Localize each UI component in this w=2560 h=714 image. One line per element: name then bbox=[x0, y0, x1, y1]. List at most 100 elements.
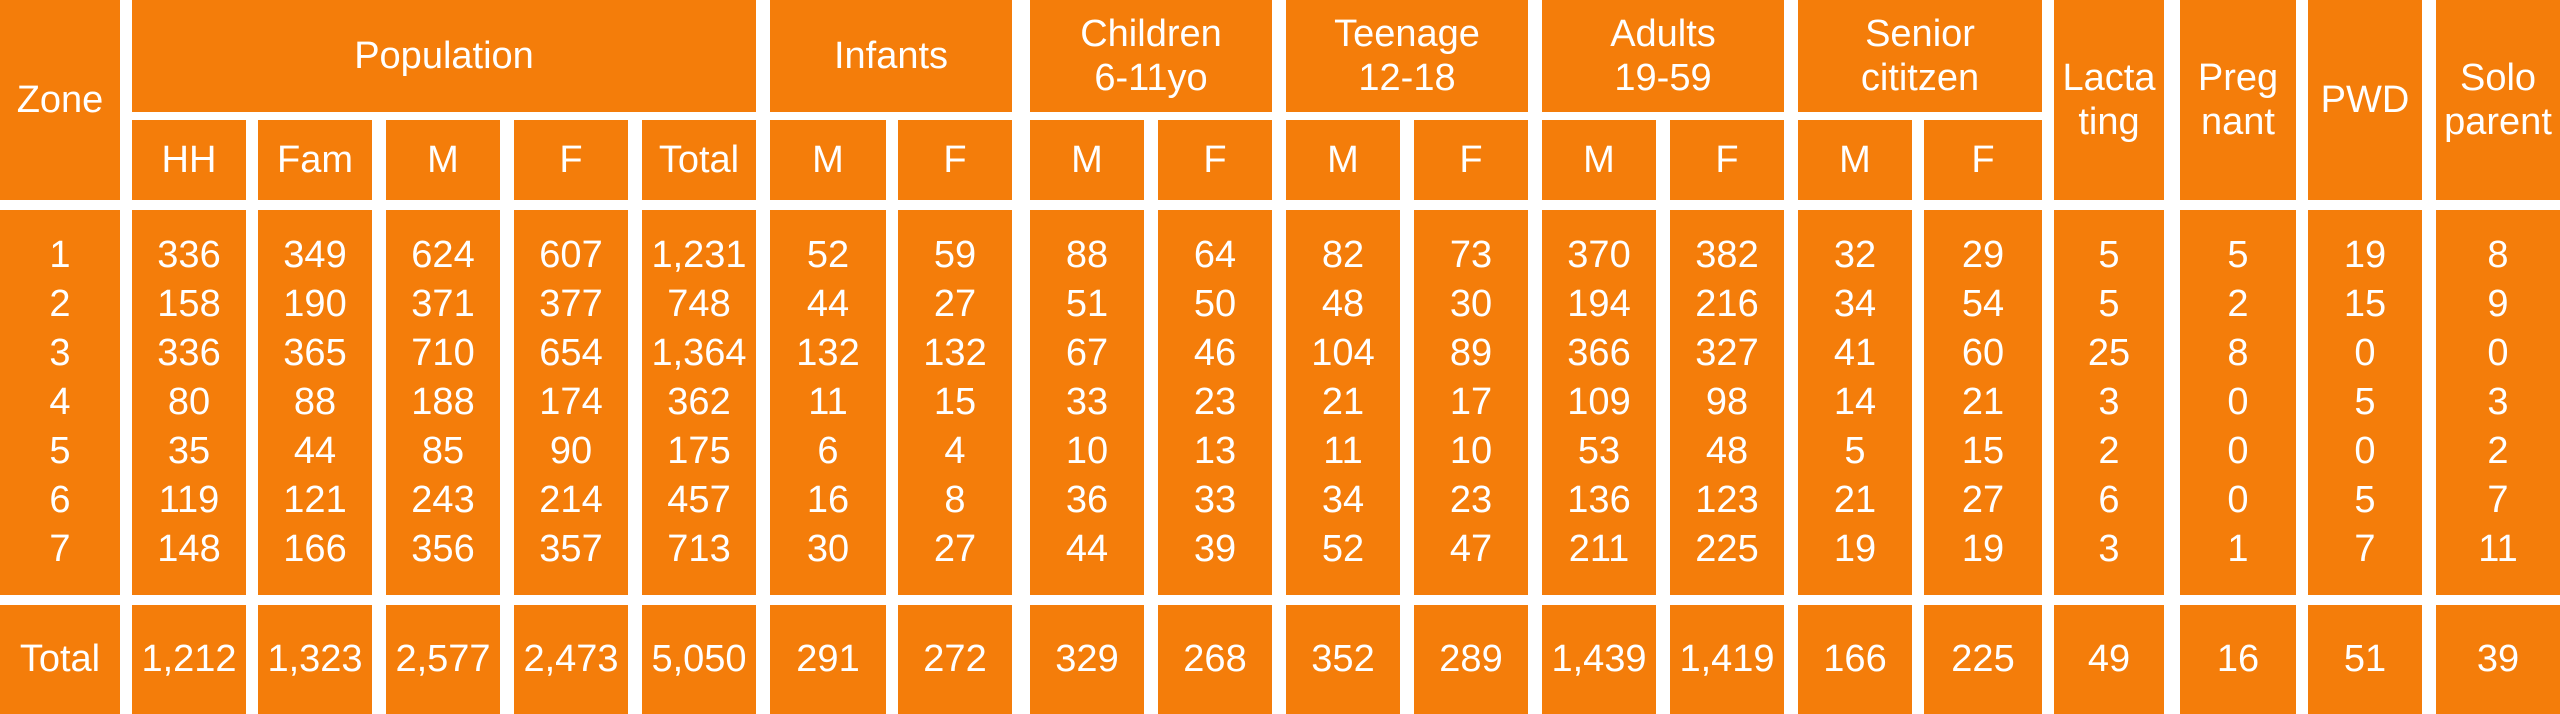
column-header: F bbox=[1414, 120, 1528, 200]
table-cell: 44 bbox=[293, 430, 337, 472]
column-header: PWD bbox=[2308, 0, 2422, 200]
column-header: F bbox=[1924, 120, 2042, 200]
data-column: 73 30 89 17 10 23 47 bbox=[1414, 210, 1528, 595]
table-cell: 0 bbox=[2487, 332, 2509, 374]
table-cell: 132 bbox=[796, 332, 860, 374]
table-cell: 5 bbox=[1844, 430, 1866, 472]
table-cell: 0 bbox=[2354, 430, 2376, 472]
table-cell: 80 bbox=[167, 381, 211, 423]
data-column: 370 194 366 109 53 136 211 bbox=[1542, 210, 1656, 595]
data-column-values: 382 216 327 98 48 123 225 bbox=[1695, 231, 1758, 574]
data-column: 382 216 327 98 48 123 225 bbox=[1670, 210, 1784, 595]
table-cell: 33 bbox=[1065, 381, 1109, 423]
table-cell: 29 bbox=[1961, 234, 2005, 276]
column-header: F bbox=[1670, 120, 1784, 200]
table-cell: 216 bbox=[1695, 283, 1759, 325]
table-cell: 136 bbox=[1567, 479, 1631, 521]
data-column-values: 336 158 336 80 35 119 148 bbox=[157, 231, 220, 574]
table-cell: 10 bbox=[1065, 430, 1109, 472]
table-cell: 98 bbox=[1705, 381, 1749, 423]
total-cell: 2,577 bbox=[386, 605, 500, 714]
group-header: Senior cititzen bbox=[1798, 0, 2042, 112]
table-cell: 371 bbox=[411, 283, 475, 325]
data-column-values: 73 30 89 17 10 23 47 bbox=[1450, 231, 1492, 574]
table-cell: 34 bbox=[1321, 479, 1365, 521]
table-cell: 174 bbox=[539, 381, 603, 423]
table-cell: 5 bbox=[2354, 381, 2376, 423]
table-cell: 710 bbox=[411, 332, 475, 374]
table-cell: 47 bbox=[1449, 528, 1493, 570]
data-column-values: 29 54 60 21 15 27 19 bbox=[1962, 231, 2004, 574]
table-cell: 1,231 bbox=[651, 234, 747, 276]
table-cell: 158 bbox=[157, 283, 221, 325]
total-cell: 49 bbox=[2054, 605, 2164, 714]
data-column-values: 64 50 46 23 13 33 39 bbox=[1194, 231, 1236, 574]
table-cell: 27 bbox=[933, 283, 977, 325]
table-cell: 370 bbox=[1567, 234, 1631, 276]
table-cell: 2 bbox=[49, 283, 71, 325]
table-cell: 8 bbox=[944, 479, 966, 521]
column-header: F bbox=[514, 120, 628, 200]
data-column: 52 44 132 11 6 16 30 bbox=[770, 210, 886, 595]
table-cell: 6 bbox=[49, 479, 71, 521]
table-cell: 32 bbox=[1833, 234, 1877, 276]
total-cell: 352 bbox=[1286, 605, 1400, 714]
table-cell: 166 bbox=[283, 528, 347, 570]
total-cell: 1,323 bbox=[258, 605, 372, 714]
group-header: Adults 19-59 bbox=[1542, 0, 1784, 112]
table-cell: 336 bbox=[157, 332, 221, 374]
data-column: 349 190 365 88 44 121 166 bbox=[258, 210, 372, 595]
column-header: Solo parent bbox=[2436, 0, 2560, 200]
total-cell: 1,439 bbox=[1542, 605, 1656, 714]
table-cell: 4 bbox=[944, 430, 966, 472]
table-cell: 48 bbox=[1705, 430, 1749, 472]
table-cell: 16 bbox=[806, 479, 850, 521]
table-cell: 53 bbox=[1577, 430, 1621, 472]
table-cell: 0 bbox=[2227, 479, 2249, 521]
table-cell: 0 bbox=[2354, 332, 2376, 374]
table-cell: 17 bbox=[1449, 381, 1493, 423]
table-cell: 48 bbox=[1321, 283, 1365, 325]
table-cell: 85 bbox=[421, 430, 465, 472]
table-cell: 21 bbox=[1961, 381, 2005, 423]
table-cell: 50 bbox=[1193, 283, 1237, 325]
table-cell: 214 bbox=[539, 479, 603, 521]
table-cell: 35 bbox=[167, 430, 211, 472]
data-column: 88 51 67 33 10 36 44 bbox=[1030, 210, 1144, 595]
total-cell: 272 bbox=[898, 605, 1012, 714]
column-header: Total bbox=[642, 120, 756, 200]
table-cell: 0 bbox=[2227, 381, 2249, 423]
table-cell: 10 bbox=[1449, 430, 1493, 472]
table-cell: 4 bbox=[49, 381, 71, 423]
data-column-values: 88 51 67 33 10 36 44 bbox=[1066, 231, 1108, 574]
data-column: 59 27 132 15 4 8 27 bbox=[898, 210, 1012, 595]
table-cell: 327 bbox=[1695, 332, 1759, 374]
total-cell: 268 bbox=[1158, 605, 1272, 714]
table-cell: 382 bbox=[1695, 234, 1759, 276]
table-cell: 2 bbox=[2487, 430, 2509, 472]
table-cell: 73 bbox=[1449, 234, 1493, 276]
data-column-values: 52 44 132 11 6 16 30 bbox=[796, 231, 859, 574]
total-cell: 2,473 bbox=[514, 605, 628, 714]
table-cell: 6 bbox=[817, 430, 839, 472]
table-cell: 11 bbox=[1323, 430, 1363, 472]
table-cell: 188 bbox=[411, 381, 475, 423]
data-column-values: 5 5 25 3 2 6 3 bbox=[2088, 231, 2130, 574]
table-cell: 3 bbox=[2098, 528, 2120, 570]
table-cell: 123 bbox=[1695, 479, 1759, 521]
table-cell: 190 bbox=[283, 283, 347, 325]
table-cell: 44 bbox=[806, 283, 850, 325]
table-cell: 357 bbox=[539, 528, 603, 570]
table-cell: 7 bbox=[49, 528, 71, 570]
zone-column: 1 2 3 4 5 6 7 bbox=[0, 210, 120, 595]
table-cell: 88 bbox=[1065, 234, 1109, 276]
table-cell: 3 bbox=[2098, 381, 2120, 423]
column-header: M bbox=[1542, 120, 1656, 200]
total-cell: 289 bbox=[1414, 605, 1528, 714]
table-cell: 243 bbox=[411, 479, 475, 521]
total-cell: 291 bbox=[770, 605, 886, 714]
table-cell: 36 bbox=[1065, 479, 1109, 521]
total-cell: 225 bbox=[1924, 605, 2042, 714]
table-cell: 356 bbox=[411, 528, 475, 570]
